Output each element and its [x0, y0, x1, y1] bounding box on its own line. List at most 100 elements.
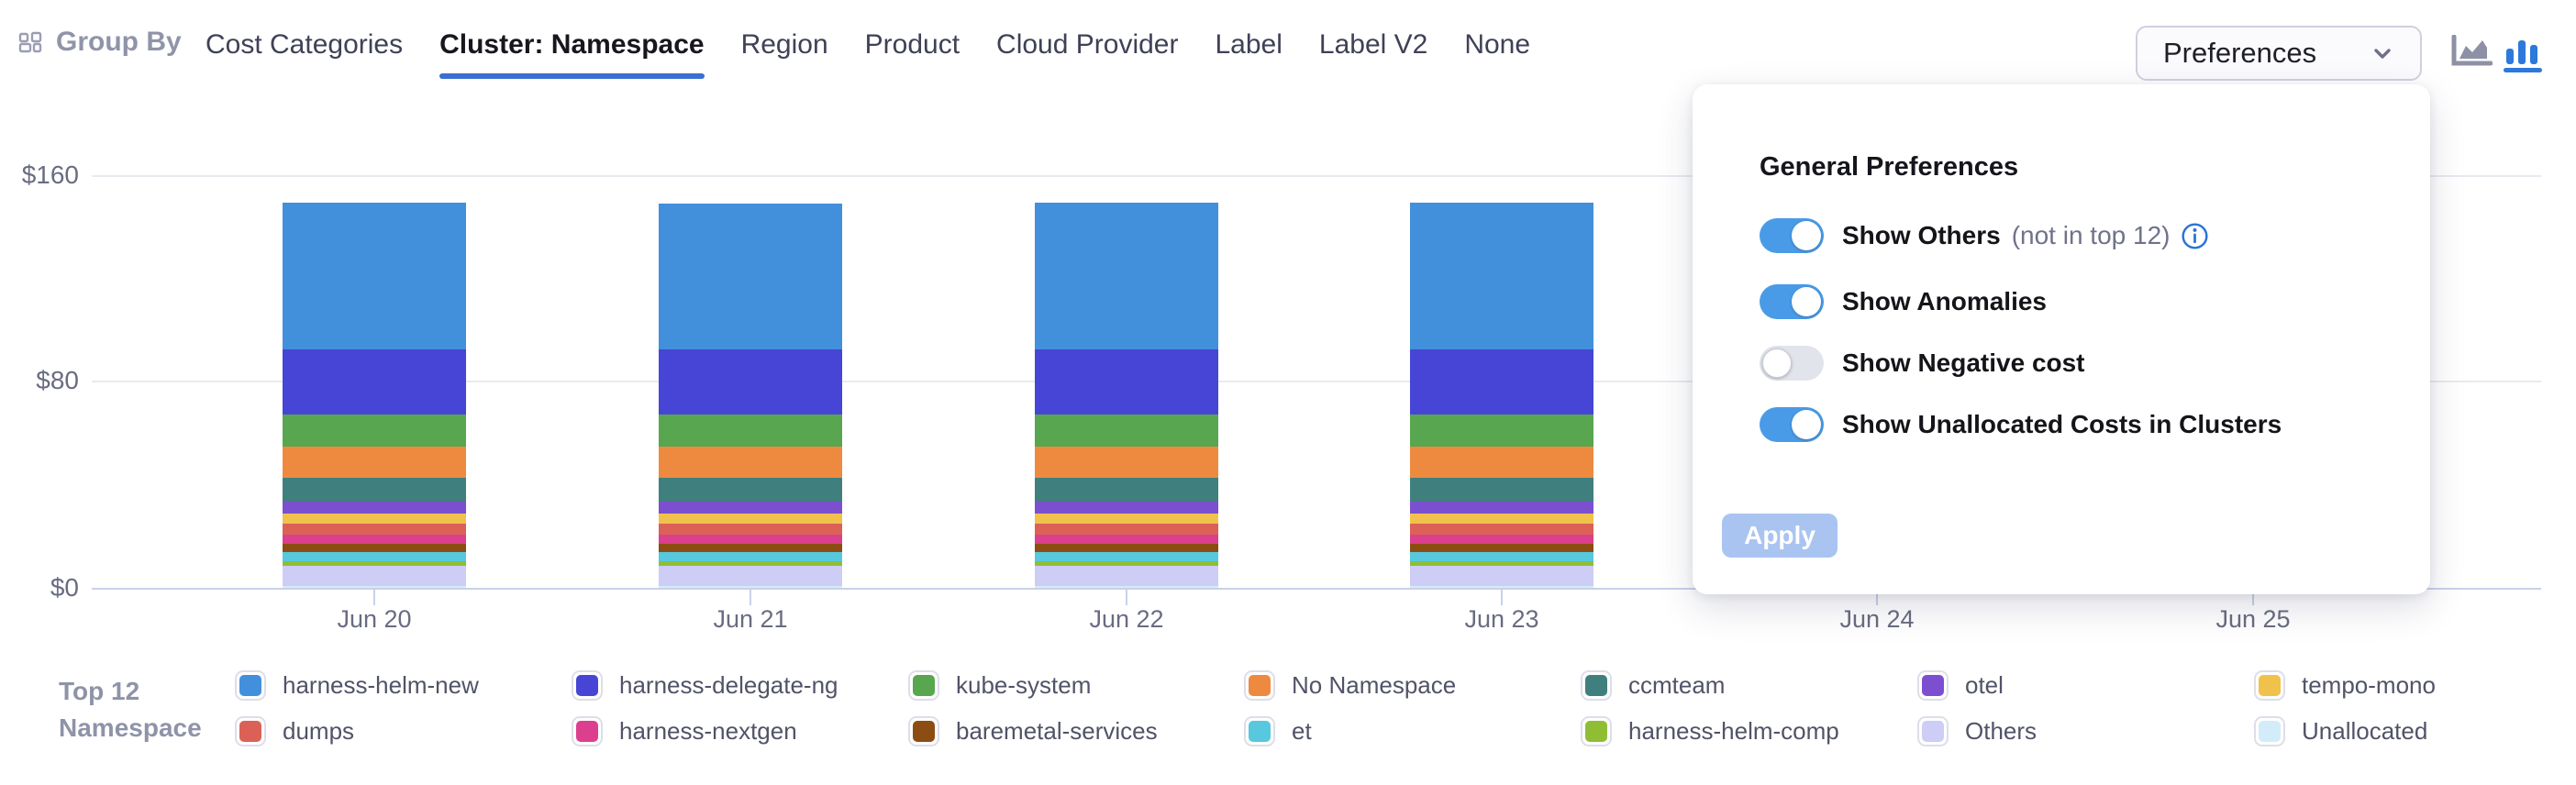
legend-item-ccmteam[interactable]: ccmteam: [1581, 669, 1725, 701]
info-icon[interactable]: [2181, 222, 2209, 250]
legend-item-dumps[interactable]: dumps: [235, 715, 354, 746]
toggle-show-others[interactable]: [1760, 218, 1824, 253]
tab-product[interactable]: Product: [864, 29, 960, 60]
x-axis-tick: [373, 588, 375, 605]
bar-jun-21[interactable]: [659, 204, 842, 588]
x-axis-label: Jun 22: [1089, 605, 1164, 633]
legend-item-baremetal-services[interactable]: baremetal-services: [908, 715, 1158, 746]
bar-segment-no-namespace[interactable]: [1035, 447, 1218, 478]
bar-segment-baremetal-services[interactable]: [1035, 544, 1218, 552]
x-axis-tick: [1876, 588, 1878, 605]
bar-segment-tempo-mono[interactable]: [1035, 514, 1218, 524]
bar-segment-harness-nextgen[interactable]: [1035, 535, 1218, 544]
bar-jun-22[interactable]: [1035, 203, 1218, 588]
bar-segment-otel[interactable]: [1410, 502, 1593, 514]
bar-segment-dumps[interactable]: [659, 524, 842, 535]
bar-segment-kube-system[interactable]: [659, 415, 842, 447]
x-axis-label: Jun 25: [2215, 605, 2291, 633]
apply-button[interactable]: Apply: [1722, 514, 1838, 558]
tab-label-v2[interactable]: Label V2: [1318, 29, 1428, 60]
bar-segment-no-namespace[interactable]: [659, 447, 842, 478]
bar-segment-otel[interactable]: [283, 502, 466, 514]
bar-segment-harness-helm-comp[interactable]: [659, 561, 842, 566]
bar-segment-ccmteam[interactable]: [283, 478, 466, 502]
bar-segment-ccmteam[interactable]: [1410, 478, 1593, 502]
bar-segment-harness-delegate-ng[interactable]: [1410, 349, 1593, 415]
toggle-row-show-negative-cost: Show Negative cost: [1760, 346, 2085, 381]
bar-segment-unallocated[interactable]: [283, 586, 466, 588]
legend-item-tempo-mono[interactable]: tempo-mono: [2254, 669, 2436, 701]
legend-item-harness-helm-new[interactable]: harness-helm-new: [235, 669, 479, 701]
legend-label: harness-delegate-ng: [619, 670, 838, 699]
bar-segment-et[interactable]: [1410, 552, 1593, 561]
bar-segment-harness-delegate-ng[interactable]: [1035, 349, 1218, 415]
legend-item-harness-helm-comp[interactable]: harness-helm-comp: [1581, 715, 1839, 746]
bar-segment-unallocated[interactable]: [1035, 586, 1218, 588]
bar-segment-et[interactable]: [283, 552, 466, 561]
bar-segment-no-namespace[interactable]: [1410, 447, 1593, 478]
bar-segment-harness-nextgen[interactable]: [659, 535, 842, 544]
bar-segment-harness-helm-new[interactable]: [1410, 203, 1593, 349]
bar-jun-23[interactable]: [1410, 203, 1593, 588]
bar-segment-harness-helm-comp[interactable]: [1410, 561, 1593, 566]
tab-label[interactable]: Label: [1215, 29, 1282, 60]
tab-region[interactable]: Region: [740, 29, 828, 60]
bar-segment-kube-system[interactable]: [1410, 415, 1593, 447]
toggle-show-negative-cost[interactable]: [1760, 346, 1824, 381]
bar-segment-harness-nextgen[interactable]: [1410, 535, 1593, 544]
bar-segment-tempo-mono[interactable]: [1410, 514, 1593, 524]
y-gridline: [92, 381, 2541, 382]
bar-segment-baremetal-services[interactable]: [659, 544, 842, 552]
bar-segment-others[interactable]: [659, 566, 842, 586]
bar-segment-kube-system[interactable]: [283, 415, 466, 447]
bar-segment-ccmteam[interactable]: [1035, 478, 1218, 502]
bar-segment-et[interactable]: [1035, 552, 1218, 561]
bar-segment-harness-delegate-ng[interactable]: [659, 349, 842, 415]
bar-segment-dumps[interactable]: [1035, 524, 1218, 535]
tab-cloud-provider[interactable]: Cloud Provider: [996, 29, 1179, 60]
bar-segment-kube-system[interactable]: [1035, 415, 1218, 447]
bar-segment-dumps[interactable]: [1410, 524, 1593, 535]
bar-segment-harness-helm-new[interactable]: [283, 203, 466, 349]
bar-segment-ccmteam[interactable]: [659, 478, 842, 502]
area-chart-icon[interactable]: [2450, 35, 2493, 68]
bar-segment-harness-helm-new[interactable]: [1035, 203, 1218, 349]
bar-segment-harness-delegate-ng[interactable]: [283, 349, 466, 415]
tab-cost-categories[interactable]: Cost Categories: [205, 29, 404, 60]
bar-segment-harness-helm-comp[interactable]: [1035, 561, 1218, 566]
bar-segment-tempo-mono[interactable]: [659, 514, 842, 524]
bar-segment-dumps[interactable]: [283, 524, 466, 535]
legend-item-harness-nextgen[interactable]: harness-nextgen: [572, 715, 797, 746]
legend-item-otel[interactable]: otel: [1917, 669, 2004, 701]
bar-segment-harness-helm-comp[interactable]: [283, 561, 466, 566]
bar-segment-baremetal-services[interactable]: [1410, 544, 1593, 552]
bar-chart-icon[interactable]: [2505, 39, 2538, 64]
bar-segment-others[interactable]: [1410, 566, 1593, 586]
toggle-show-unallocated-costs-in-clusters[interactable]: [1760, 407, 1824, 442]
legend-item-harness-delegate-ng[interactable]: harness-delegate-ng: [572, 669, 838, 701]
bar-segment-others[interactable]: [283, 566, 466, 586]
bar-segment-et[interactable]: [659, 552, 842, 561]
legend-item-kube-system[interactable]: kube-system: [908, 669, 1091, 701]
bar-segment-baremetal-services[interactable]: [283, 544, 466, 552]
preferences-dropdown-button[interactable]: Preferences: [2136, 26, 2422, 81]
bar-jun-20[interactable]: [283, 203, 466, 588]
toggle-knob: [1792, 287, 1821, 316]
bar-segment-harness-helm-new[interactable]: [659, 204, 842, 349]
legend-item-unallocated[interactable]: Unallocated: [2254, 715, 2427, 746]
bar-segment-unallocated[interactable]: [1410, 586, 1593, 588]
bar-segment-no-namespace[interactable]: [283, 447, 466, 478]
toggle-show-anomalies[interactable]: [1760, 284, 1824, 319]
x-axis-tick: [749, 588, 751, 605]
legend-item-no-namespace[interactable]: No Namespace: [1244, 669, 1456, 701]
legend-item-et[interactable]: et: [1244, 715, 1312, 746]
bar-segment-tempo-mono[interactable]: [283, 514, 466, 524]
bar-segment-harness-nextgen[interactable]: [283, 535, 466, 544]
bar-segment-unallocated[interactable]: [659, 586, 842, 588]
tab-cluster-namespace[interactable]: Cluster: Namespace: [439, 6, 705, 84]
bar-segment-otel[interactable]: [659, 502, 842, 514]
bar-segment-otel[interactable]: [1035, 502, 1218, 514]
legend-item-others[interactable]: Others: [1917, 715, 2037, 746]
tab-none[interactable]: None: [1464, 29, 1531, 60]
bar-segment-others[interactable]: [1035, 566, 1218, 586]
